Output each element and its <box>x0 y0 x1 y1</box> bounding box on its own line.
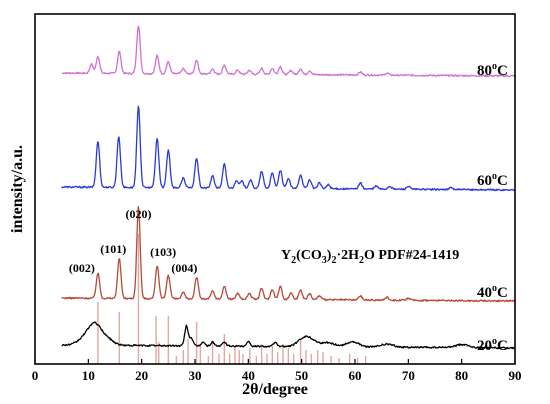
temp-label-80: 80oC <box>477 61 508 79</box>
temp-label-60: 60oC <box>477 171 508 189</box>
peak-label: (020) <box>125 207 151 221</box>
y-axis-title: intensity/a.u. <box>9 145 26 233</box>
x-tick-label: 0 <box>32 368 39 383</box>
x-tick-label: 50 <box>295 368 308 383</box>
plot-frame <box>34 13 516 365</box>
xrd-series-60 <box>61 105 516 192</box>
x-tick-label: 90 <box>509 368 522 383</box>
reference-lines <box>97 234 367 364</box>
compound-label: Y2(CO3)2·2H2O PDF#24-1419 <box>281 248 459 266</box>
x-tick-label: 70 <box>402 368 415 383</box>
x-axis-title: 2θ/degree <box>242 381 308 398</box>
temp-label-20: 20oC <box>477 336 508 354</box>
x-tick-label: 10 <box>82 368 95 383</box>
x-tick-label: 60 <box>349 368 362 383</box>
x-tick-label: 30 <box>189 368 202 383</box>
xrd-series-20 <box>61 321 516 350</box>
xrd-series <box>61 25 516 350</box>
x-ticks: 0 10 20 30 40 50 60 70 80 90 <box>32 359 522 383</box>
x-tick-label: 40 <box>242 368 255 383</box>
peak-labels: (002) (101) (020) (103) (004) <box>69 207 197 275</box>
temp-label-40: 40oC <box>477 283 508 301</box>
peak-label: (101) <box>100 242 126 256</box>
peak-label: (004) <box>171 261 197 275</box>
peak-label: (103) <box>150 245 176 259</box>
x-tick-label: 80 <box>455 368 468 383</box>
xrd-series-80 <box>61 25 516 78</box>
xrd-series-40 <box>61 205 516 303</box>
peak-label: (002) <box>69 261 95 275</box>
x-tick-label: 20 <box>135 368 148 383</box>
temperature-labels: 80oC 60oC 40oC 20oC <box>477 61 508 354</box>
